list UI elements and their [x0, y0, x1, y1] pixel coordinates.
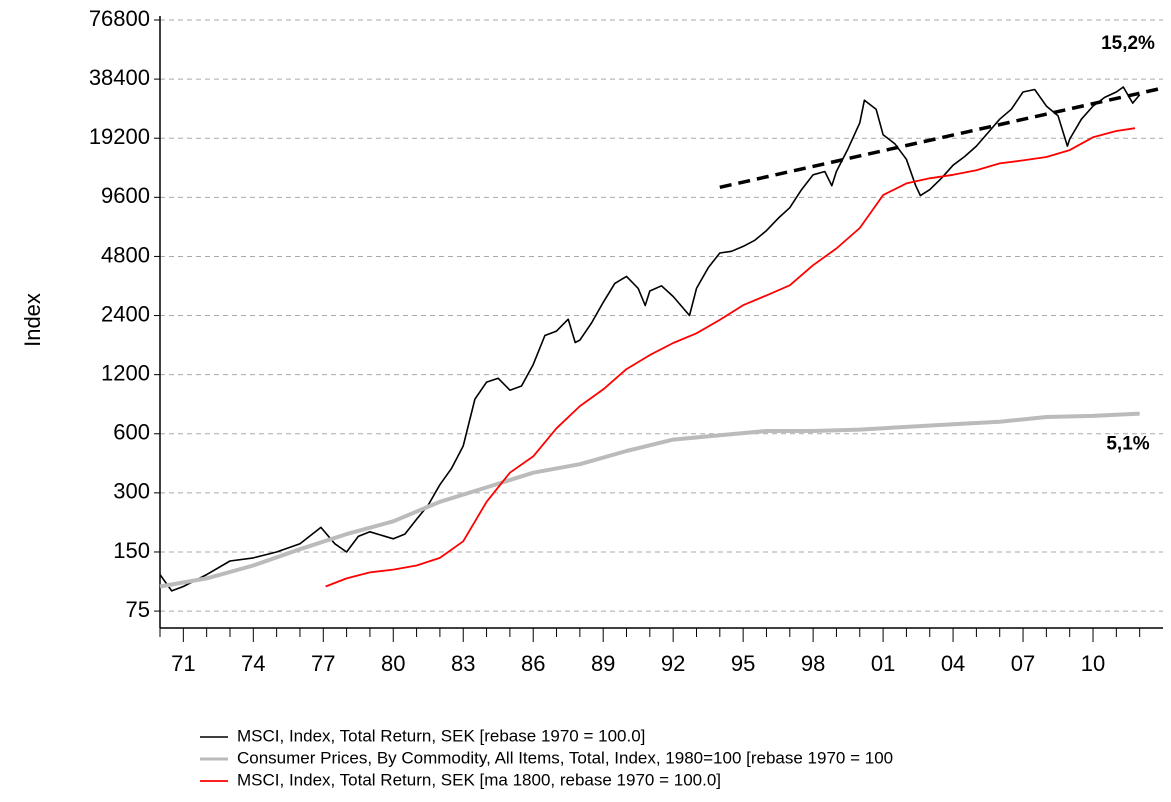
line-series [159, 411, 1140, 589]
legend-label: Consumer Prices, By Commodity, All Items… [237, 748, 893, 767]
y-tick-label: 2400 [101, 301, 150, 326]
x-tick-label: 80 [381, 651, 405, 676]
x-tick-label: 89 [591, 651, 615, 676]
y-tick-label: 1200 [101, 360, 150, 385]
x-tick-label: 92 [661, 651, 685, 676]
y-tick-label: 150 [113, 538, 150, 563]
y-tick-label: 9600 [101, 183, 150, 208]
x-tick-label: 83 [451, 651, 475, 676]
y-tick-label: 300 [113, 479, 150, 504]
x-tick-label: 86 [521, 651, 545, 676]
y-tick-label: 4800 [101, 242, 150, 267]
legend-label: MSCI, Index, Total Return, SEK [rebase 1… [237, 726, 645, 745]
y-axis-label: Index [20, 293, 45, 347]
y-tick-label: 38400 [89, 65, 150, 90]
annotation: 15,2% [1101, 33, 1155, 54]
y-tick-label: 76800 [89, 6, 150, 31]
annotation: 5,1% [1106, 433, 1149, 454]
y-tick-label: 19200 [89, 124, 150, 149]
x-tick-label: 04 [941, 651, 965, 676]
trend-line [719, 86, 1164, 190]
x-tick-label: 10 [1081, 651, 1105, 676]
x-tick-label: 71 [171, 651, 195, 676]
x-tick-label: 01 [871, 651, 895, 676]
y-tick-label: 75 [126, 597, 150, 622]
y-tick-label: 600 [113, 420, 150, 445]
x-tick-label: 95 [731, 651, 755, 676]
x-tick-label: 07 [1011, 651, 1035, 676]
x-tick-label: 77 [311, 651, 335, 676]
x-tick-label: 74 [241, 651, 265, 676]
line-series [159, 86, 1141, 592]
x-tick-label: 98 [801, 651, 825, 676]
legend-label: MSCI, Index, Total Return, SEK [ma 1800,… [237, 770, 721, 789]
line-series [325, 127, 1136, 588]
